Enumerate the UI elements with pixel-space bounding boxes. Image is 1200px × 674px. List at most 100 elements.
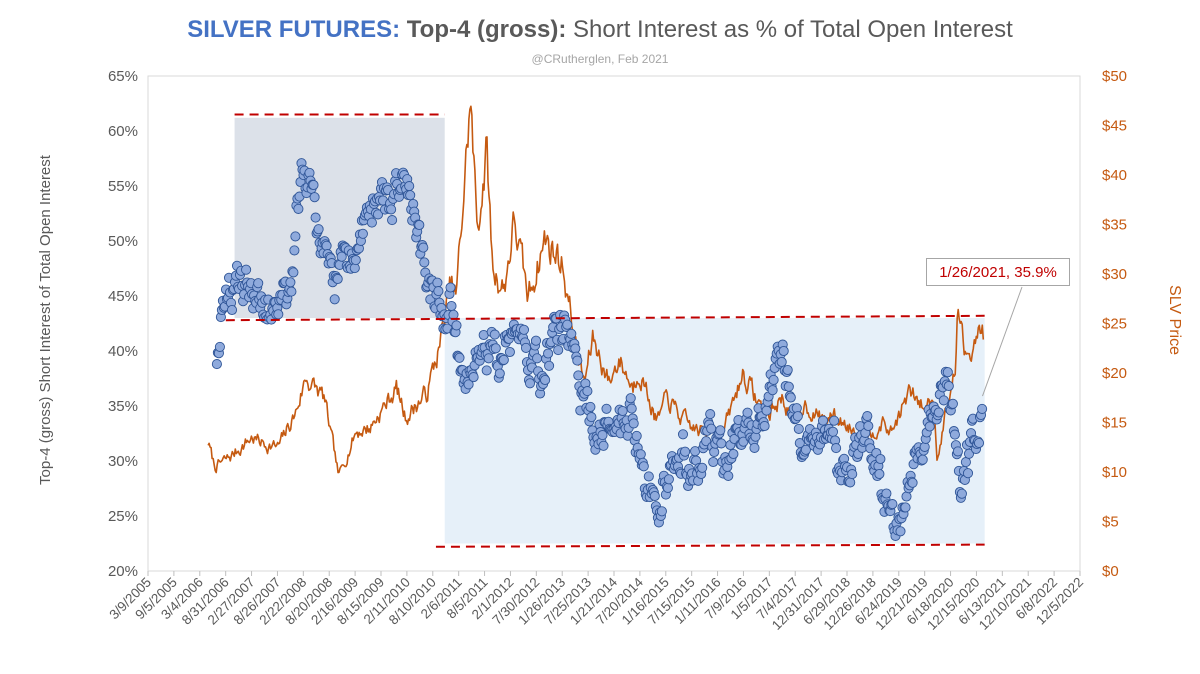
scatter-point xyxy=(598,440,609,451)
scatter-point xyxy=(445,282,456,293)
scatter-point xyxy=(631,430,642,441)
scatter-point xyxy=(241,264,252,275)
scatter-point xyxy=(582,386,593,397)
scatter-point xyxy=(357,228,368,239)
price-series-line xyxy=(207,105,985,474)
scatter-point xyxy=(418,242,429,253)
scatter-point xyxy=(831,443,842,454)
scatter-point xyxy=(943,380,954,392)
scatter-point xyxy=(708,456,719,468)
y2-tick-label: $5 xyxy=(1102,514,1119,531)
scatter-point xyxy=(759,420,770,432)
y2-tick-label: $25 xyxy=(1102,316,1127,333)
scatter-point xyxy=(960,457,971,468)
chart-title: SILVER FUTURES: Top-4 (gross): Short Int… xyxy=(0,16,1200,44)
title-part-2: Top-4 (gross): xyxy=(400,16,567,43)
title-part-1: SILVER FUTURES: xyxy=(187,16,401,43)
scatter-point xyxy=(778,345,789,357)
scatter-point xyxy=(372,209,384,220)
y2-tick-label: $50 xyxy=(1102,68,1127,85)
scatter-point xyxy=(544,360,555,371)
scatter-point xyxy=(749,442,760,453)
scatter-point xyxy=(617,405,628,417)
y-tick-label: 55% xyxy=(108,178,138,195)
scatter-point xyxy=(481,365,492,376)
scatter-point xyxy=(336,251,347,262)
scatter-point xyxy=(226,304,238,316)
scatter-point xyxy=(917,454,928,465)
scatter-point xyxy=(709,446,720,458)
scatter-point xyxy=(586,412,597,423)
scatter-point xyxy=(386,204,397,215)
scatter-point xyxy=(530,335,542,346)
scatter-point xyxy=(308,179,319,191)
scatter-point xyxy=(332,273,343,285)
scatter-point xyxy=(783,381,794,392)
scatter-point xyxy=(288,267,299,278)
scatter-point xyxy=(625,393,636,404)
scatter-point xyxy=(827,426,839,437)
scatter-point xyxy=(963,448,975,459)
scatter-point xyxy=(451,320,462,331)
scatter-point xyxy=(489,329,500,340)
scatter-point xyxy=(524,378,536,389)
scatter-point xyxy=(697,462,708,473)
scatter-point xyxy=(321,240,332,251)
scatter-point xyxy=(290,231,301,242)
scatter-point xyxy=(446,300,457,312)
scatter-point xyxy=(405,190,416,201)
scatter-point xyxy=(454,352,465,363)
y-tick-label: 35% xyxy=(108,398,138,415)
y-tick-label: 25% xyxy=(108,508,138,525)
scatter-point xyxy=(628,418,639,429)
dashed-reference-line xyxy=(435,543,985,548)
scatter-point xyxy=(662,482,673,493)
scatter-point xyxy=(800,444,811,455)
scatter-point xyxy=(498,354,509,365)
y-tick-label: 20% xyxy=(108,563,138,580)
scatter-point xyxy=(570,343,581,354)
scatter-point xyxy=(643,471,654,482)
scatter-point xyxy=(949,429,960,440)
scatter-point xyxy=(938,395,949,406)
scatter-point xyxy=(973,437,985,449)
y-tick-label: 40% xyxy=(108,343,138,360)
scatter-point xyxy=(705,409,716,420)
scatter-point xyxy=(601,403,612,414)
scatter-point xyxy=(728,448,739,460)
scatter-point xyxy=(597,430,608,441)
y2-tick-label: $45 xyxy=(1102,118,1127,135)
scatter-point xyxy=(566,328,577,339)
scatter-point xyxy=(656,506,667,517)
scatter-point xyxy=(663,474,674,485)
scatter-point xyxy=(573,370,584,381)
scatter-point xyxy=(540,374,551,386)
scatter-point xyxy=(829,415,840,426)
scatter-point xyxy=(273,309,284,320)
scatter-point xyxy=(875,453,886,465)
scatter-point xyxy=(286,286,297,297)
scatter-point xyxy=(895,526,906,537)
scatter-point xyxy=(933,407,944,418)
scatter-point xyxy=(767,385,778,396)
scatter-point xyxy=(887,499,898,510)
scatter-point xyxy=(253,278,264,289)
y2-tick-label: $15 xyxy=(1102,415,1127,432)
scatter-point xyxy=(785,392,796,403)
y2-tick-label: $0 xyxy=(1102,563,1119,580)
scatter-point xyxy=(572,355,583,366)
title-part-3: Short Interest as % of Total Open Intere… xyxy=(566,16,1013,43)
scatter-point xyxy=(874,468,885,480)
scatter-point xyxy=(817,415,829,426)
scatter-point xyxy=(742,407,753,418)
scatter-point xyxy=(845,477,856,488)
scatter-point xyxy=(468,372,479,383)
scatter-point xyxy=(585,401,596,412)
scatter-point xyxy=(761,405,772,416)
scatter-point xyxy=(962,468,974,479)
scatter-point xyxy=(310,212,321,223)
scatter-point xyxy=(942,367,953,378)
scatter-point xyxy=(313,224,324,235)
scatter-layer xyxy=(211,158,988,541)
scatter-point xyxy=(463,379,474,390)
